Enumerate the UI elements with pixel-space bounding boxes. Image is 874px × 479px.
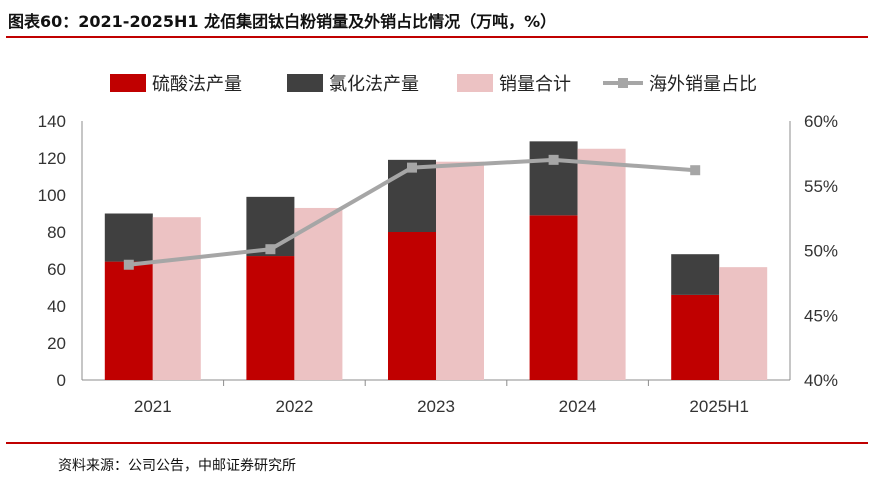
overseas-share-point xyxy=(548,154,559,165)
legend-total-sales-swatch xyxy=(457,74,493,92)
right-tick-label: 50% xyxy=(804,242,838,261)
x-tick-label: 2024 xyxy=(559,397,597,416)
bar-total-sales xyxy=(577,148,626,380)
source-note: 资料来源：公司公告，中邮证券研究所 xyxy=(58,458,296,474)
bar-chloride xyxy=(104,213,153,262)
title-rule xyxy=(6,36,868,38)
legend-sulfate-swatch xyxy=(110,74,146,92)
bar-total-sales xyxy=(294,207,343,380)
left-tick-label: 80 xyxy=(47,223,66,242)
x-tick-label: 2023 xyxy=(417,397,455,416)
bar-chloride xyxy=(671,254,720,295)
figure-title: 图表60：2021-2025H1 龙佰集团钛白粉销量及外销占比情况（万吨，%） xyxy=(8,12,557,31)
overseas-share-point xyxy=(265,244,276,255)
legend-chloride-label: 氯化法产量 xyxy=(329,74,419,95)
left-tick-label: 140 xyxy=(38,112,66,131)
chart-legend: 硫酸法产量 氯化法产量 销量合计 海外销量占比 xyxy=(110,74,757,95)
left-tick-label: 0 xyxy=(57,371,66,390)
overseas-share-point xyxy=(407,162,417,173)
bar-sulfate xyxy=(388,232,436,380)
overseas-share-point xyxy=(690,165,701,176)
right-tick-label: 40% xyxy=(804,371,838,390)
bar-chloride xyxy=(529,141,578,216)
legend-overseas-share-marker xyxy=(618,78,628,88)
bar-total-sales xyxy=(436,161,484,380)
right-tick-label: 60% xyxy=(804,112,838,131)
bar-sulfate xyxy=(671,294,720,380)
right-tick-label: 55% xyxy=(804,177,838,196)
x-tick-label: 2021 xyxy=(134,397,172,416)
chart-ticks: 0 20 40 60 80 100 120 140 40% 45% 50% 55% 60% 2021 202… xyxy=(38,112,838,416)
bar-sulfate xyxy=(246,256,295,380)
right-tick-label: 45% xyxy=(804,306,838,325)
legend-chloride-swatch xyxy=(287,74,323,92)
overseas-share-point xyxy=(123,259,134,270)
bar-total-sales xyxy=(152,217,201,380)
x-tick-label: 2025H1 xyxy=(689,397,749,416)
legend-total-sales-label: 销量合计 xyxy=(499,74,571,95)
chart-line xyxy=(123,154,701,270)
x-tick-label: 2022 xyxy=(275,397,313,416)
chart-bars xyxy=(104,141,768,380)
left-tick-label: 20 xyxy=(47,334,66,353)
bar-sulfate xyxy=(529,215,578,380)
legend-sulfate-label: 硫酸法产量 xyxy=(152,74,242,95)
left-tick-label: 60 xyxy=(47,260,66,279)
left-tick-label: 100 xyxy=(38,186,66,205)
bar-total-sales xyxy=(719,267,768,380)
bar-sulfate xyxy=(104,261,153,380)
left-tick-label: 40 xyxy=(47,297,66,316)
footer-rule xyxy=(6,442,868,444)
legend-overseas-share-label: 海外销量占比 xyxy=(649,74,757,95)
left-tick-label: 120 xyxy=(38,149,66,168)
